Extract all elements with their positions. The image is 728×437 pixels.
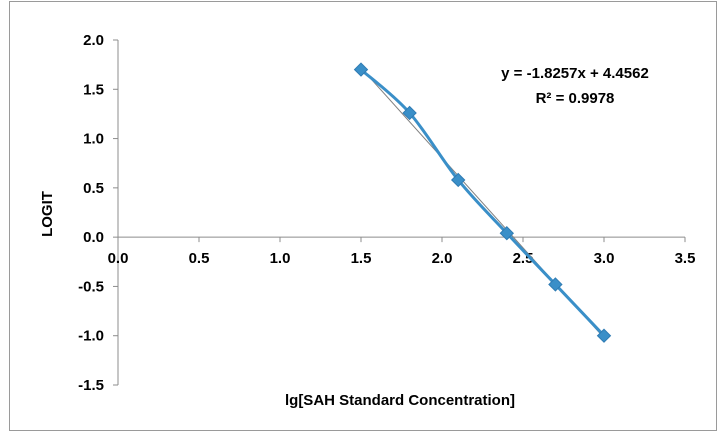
series-layer bbox=[353, 62, 612, 343]
x-tick-label: 0.5 bbox=[189, 250, 210, 267]
y-tick-label: 0.5 bbox=[83, 180, 104, 197]
axes-layer: 2.01.51.00.50.0-0.5-1.0-1.50.0 0.5 1.0 1.5 2… bbox=[78, 32, 695, 394]
y-tick-label: 1.0 bbox=[83, 131, 104, 148]
chart-svg: 2.01.51.00.50.0-0.5-1.0-1.50.0 0.5 1.0 1.5 2… bbox=[39, 32, 695, 409]
x-tick-label: 1.0 bbox=[270, 250, 291, 267]
series-line bbox=[360, 68, 606, 337]
data-point bbox=[450, 172, 466, 188]
y-axis-title: LOGIT bbox=[39, 191, 56, 237]
data-point bbox=[499, 225, 515, 241]
y-tick-label: 1.5 bbox=[83, 81, 104, 98]
x-tick-label: 1.5 bbox=[351, 250, 372, 267]
data-point bbox=[353, 62, 369, 77]
x-axis-title: lg[SAH Standard Concentration] bbox=[285, 392, 515, 409]
x-tick-label: 3.0 bbox=[594, 250, 615, 267]
y-tick-label: -1.0 bbox=[78, 328, 104, 345]
y-tick-label: -0.5 bbox=[78, 278, 104, 295]
r-squared-label: R² = 0.9978 bbox=[536, 90, 615, 107]
y-tick-label: 2.0 bbox=[83, 32, 104, 49]
x-tick-label: 0.0 bbox=[108, 250, 129, 267]
x-tick-label: 3.5 bbox=[675, 250, 696, 267]
data-point bbox=[402, 105, 417, 121]
y-tick-label: 0.0 bbox=[83, 229, 104, 246]
chart-frame: 2.0 1.5 1.0 0.5 0.0 -0.5 -1.0 -1.5 0.0 0.5 1.0 1.5 2… bbox=[9, 1, 717, 431]
data-point bbox=[596, 328, 612, 343]
y-tick-label: -1.5 bbox=[78, 377, 104, 394]
label-layer: y = -1.8257x + 4.4562 R² = 0.9978 lg[SAH… bbox=[39, 65, 649, 409]
x-tick-label: 2.0 bbox=[432, 250, 453, 267]
data-point bbox=[548, 277, 563, 292]
trendline-equation: y = -1.8257x + 4.4562 bbox=[501, 65, 649, 82]
